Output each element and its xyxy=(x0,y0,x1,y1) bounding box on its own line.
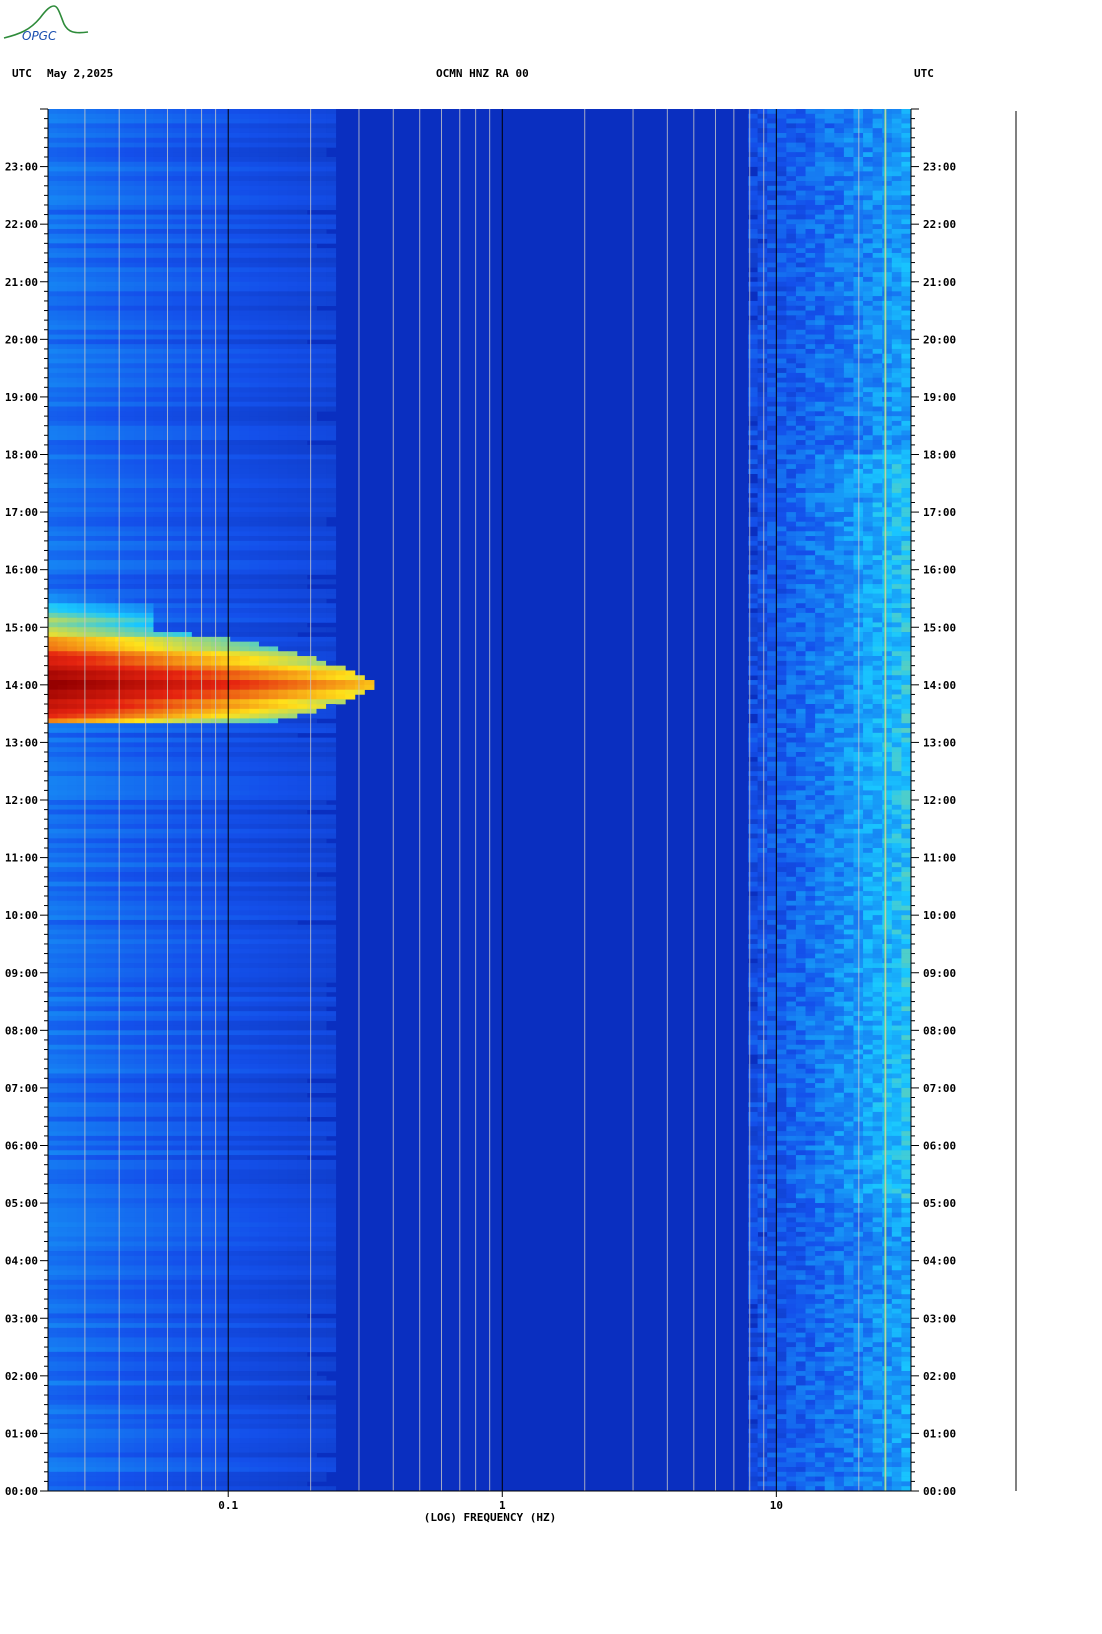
y-tick-label-left: 07:00 xyxy=(5,1082,38,1095)
logo-text: OPGC xyxy=(22,29,57,43)
opgc-logo: OPGC xyxy=(3,5,89,43)
y-tick-label-right: 06:00 xyxy=(923,1140,956,1153)
y-tick-label-right: 16:00 xyxy=(923,564,956,577)
y-tick-label-right: 07:00 xyxy=(923,1082,956,1095)
y-tick-label-left: 14:00 xyxy=(5,679,38,692)
y-tick-label-right: 05:00 xyxy=(923,1197,956,1210)
y-tick-label-right: 02:00 xyxy=(923,1370,956,1383)
y-tick-label-right: 08:00 xyxy=(923,1024,956,1037)
y-tick-label-left: 23:00 xyxy=(5,161,38,174)
y-tick-label-left: 19:00 xyxy=(5,391,38,404)
y-tick-label-right: 17:00 xyxy=(923,506,956,519)
header-utc-left: UTC xyxy=(12,67,32,80)
y-tick-label-right: 01:00 xyxy=(923,1427,956,1440)
y-tick-label-left: 03:00 xyxy=(5,1312,38,1325)
y-tick-label-left: 15:00 xyxy=(5,621,38,634)
x-axis-label: (LOG) FREQUENCY (HZ) xyxy=(424,1511,556,1524)
y-tick-label-left: 20:00 xyxy=(5,333,38,346)
header-date: May 2,2025 xyxy=(47,67,114,80)
x-tick-label: 1 xyxy=(499,1499,506,1512)
y-tick-label-left: 01:00 xyxy=(5,1427,38,1440)
y-tick-label-left: 08:00 xyxy=(5,1024,38,1037)
chart-title: OCMN HNZ RA 00 xyxy=(436,67,529,80)
x-tick-label: 0.1 xyxy=(218,1499,238,1512)
y-tick-label-right: 19:00 xyxy=(923,391,956,404)
y-tick-label-right: 12:00 xyxy=(923,794,956,807)
y-tick-label-right: 09:00 xyxy=(923,967,956,980)
y-tick-label-right: 20:00 xyxy=(923,333,956,346)
frequency-grid xyxy=(84,109,886,1491)
y-tick-label-left: 12:00 xyxy=(5,794,38,807)
y-tick-label-right: 11:00 xyxy=(923,852,956,865)
y-tick-label-left: 11:00 xyxy=(5,852,38,865)
y-tick-label-left: 17:00 xyxy=(5,506,38,519)
y-tick-label-right: 23:00 xyxy=(923,161,956,174)
y-tick-label-left: 21:00 xyxy=(5,276,38,289)
y-tick-label-right: 00:00 xyxy=(923,1485,956,1498)
y-tick-label-left: 02:00 xyxy=(5,1370,38,1383)
y-tick-label-left: 00:00 xyxy=(5,1485,38,1498)
x-tick-label: 10 xyxy=(770,1499,783,1512)
y-tick-label-right: 03:00 xyxy=(923,1312,956,1325)
y-tick-label-right: 22:00 xyxy=(923,218,956,231)
y-tick-label-right: 13:00 xyxy=(923,736,956,749)
y-tick-label-left: 16:00 xyxy=(5,564,38,577)
y-tick-label-left: 18:00 xyxy=(5,449,38,462)
y-tick-label-left: 06:00 xyxy=(5,1140,38,1153)
header-utc-right: UTC xyxy=(914,67,934,80)
y-tick-label-right: 04:00 xyxy=(923,1255,956,1268)
y-tick-label-left: 22:00 xyxy=(5,218,38,231)
y-tick-label-right: 14:00 xyxy=(923,679,956,692)
y-tick-label-right: 21:00 xyxy=(923,276,956,289)
y-tick-label-left: 13:00 xyxy=(5,736,38,749)
y-tick-label-left: 10:00 xyxy=(5,909,38,922)
spectrogram-heatmap xyxy=(48,109,911,1491)
y-tick-label-left: 04:00 xyxy=(5,1255,38,1268)
axes: 00:00 00:00 01:00 01:00 02:00 02:00 03:00 03:00… xyxy=(5,108,956,1512)
y-tick-label-right: 15:00 xyxy=(923,621,956,634)
y-tick-label-left: 05:00 xyxy=(5,1197,38,1210)
y-tick-label-right: 18:00 xyxy=(923,449,956,462)
y-tick-label-left: 09:00 xyxy=(5,967,38,980)
y-tick-label-right: 10:00 xyxy=(923,909,956,922)
